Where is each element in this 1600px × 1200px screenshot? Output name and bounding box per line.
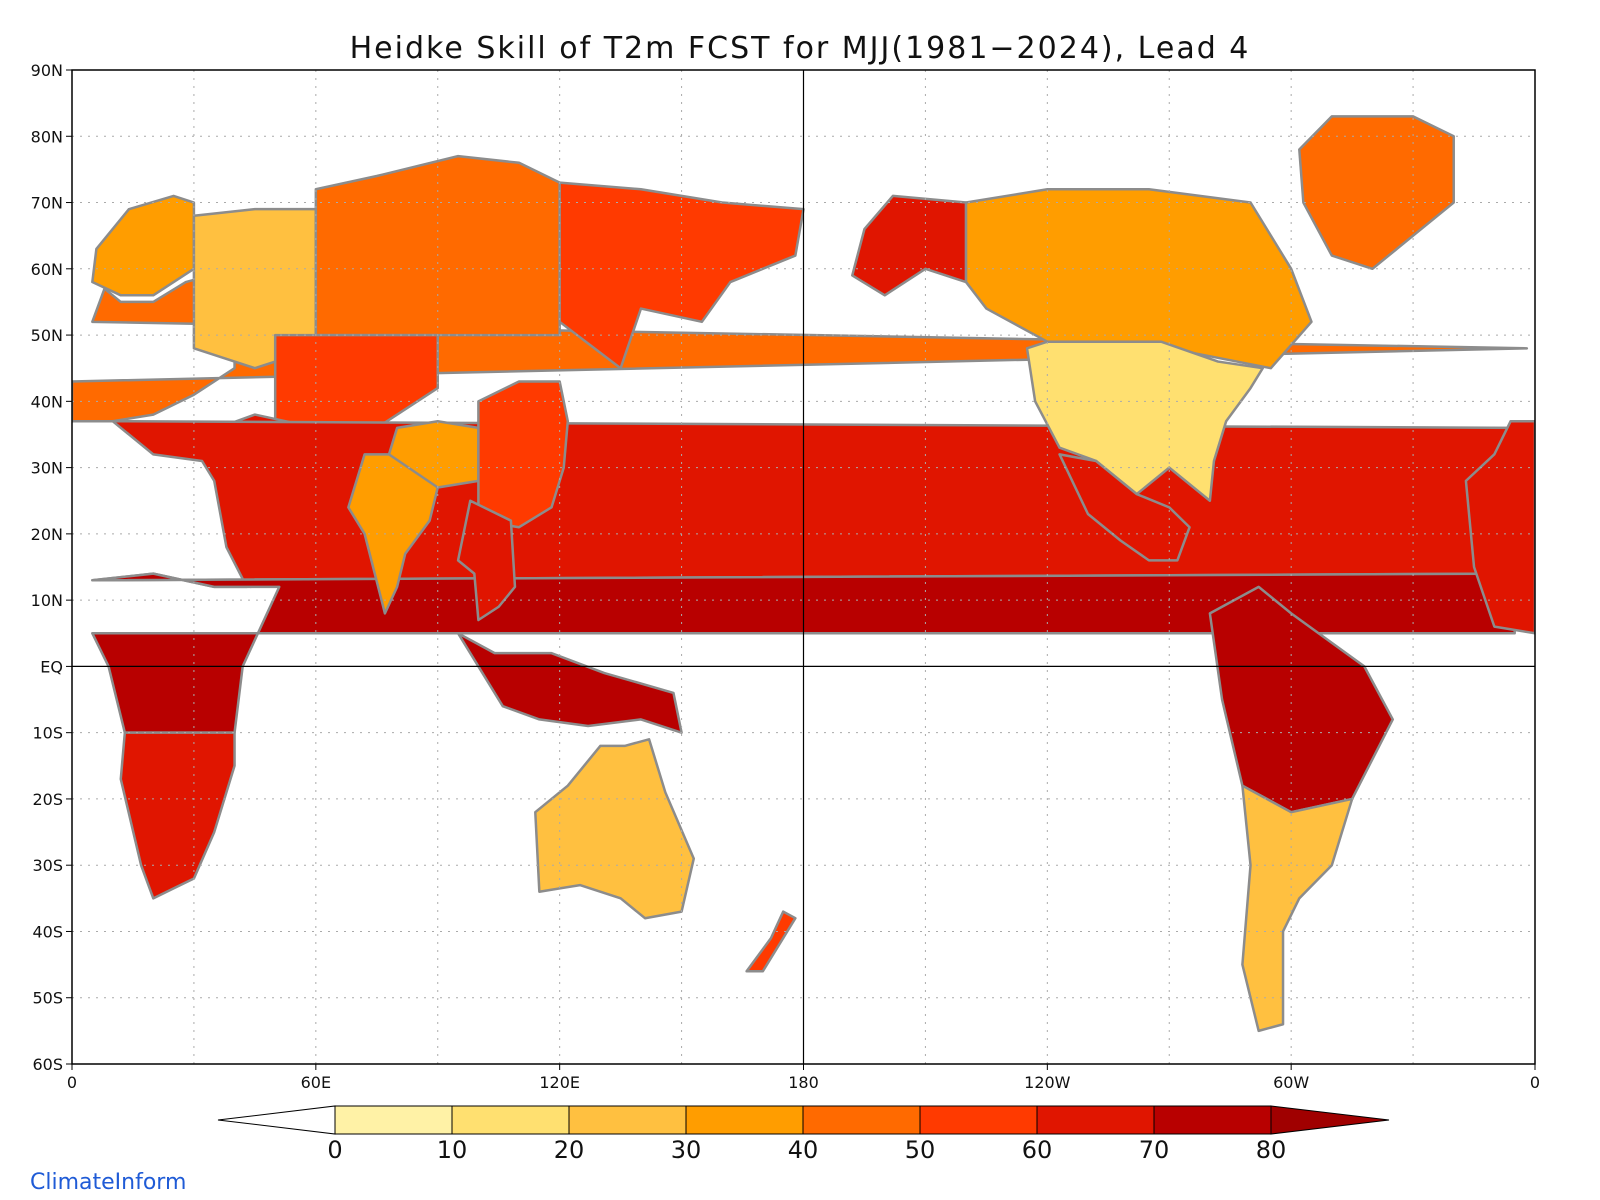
colorbar-level-label: 0	[327, 1136, 342, 1164]
lat-tick-label: 80N	[31, 127, 63, 146]
lat-tick-label: 30S	[32, 856, 63, 875]
colorbar: 0 10 20 30 40 50 60 70 80	[217, 1105, 1390, 1164]
lat-tick-label: 20S	[32, 790, 63, 809]
lon-tick-label: 0	[67, 1073, 77, 1092]
colorbar-segment	[802, 1105, 921, 1135]
colorbar-segment	[568, 1105, 687, 1135]
region-south-america-south	[1241, 784, 1354, 1033]
lat-tick-label: 70N	[31, 194, 63, 213]
colorbar-below-arrow	[217, 1105, 336, 1135]
colorbar-level-label: 80	[1256, 1136, 1287, 1164]
lat-tick-label: 50S	[32, 989, 63, 1008]
region-greenland	[1298, 115, 1455, 271]
region-mexico	[1058, 453, 1191, 562]
colorbar-segment	[334, 1105, 453, 1135]
region-southeast-asia	[456, 499, 517, 622]
lat-tick-label: 10N	[31, 591, 63, 610]
latitude-labels: 90N 80N 70N 60N 50N 40N 30N 20N 10N EQ 10S 20S 30S 40…	[31, 61, 72, 1074]
lat-tick-label: EQ	[40, 657, 63, 676]
region-scandinavia	[91, 194, 196, 297]
reference-lines-layer	[72, 70, 1535, 1064]
region-central-asia	[273, 333, 439, 430]
colorbar-level-label: 40	[788, 1136, 819, 1164]
colorbar-segment	[685, 1105, 804, 1135]
lon-tick-label: 120W	[1024, 1073, 1071, 1092]
region-south-america-north	[1208, 585, 1395, 814]
region-new-zealand	[745, 910, 797, 973]
colorbar-level-label: 30	[671, 1136, 702, 1164]
lon-tick-label: 180	[788, 1073, 819, 1092]
lat-tick-label: 20N	[31, 525, 63, 544]
colorbar-level-label: 50	[905, 1136, 936, 1164]
region-australia	[534, 738, 696, 920]
lat-tick-label: 40S	[32, 922, 63, 941]
colorbar-level-label: 10	[437, 1136, 468, 1164]
lat-tick-label: 30N	[31, 459, 63, 478]
lat-tick-label: 90N	[31, 61, 63, 80]
colorbar-level-label: 60	[1022, 1136, 1053, 1164]
region-indonesia	[456, 632, 683, 734]
lat-tick-label: 60S	[32, 1055, 63, 1074]
colorbar-above-arrow	[1270, 1105, 1390, 1135]
region-eastern-siberia	[558, 181, 805, 370]
region-canada	[964, 188, 1313, 370]
lon-tick-label: 0	[1530, 1073, 1540, 1092]
map-title: Heidke Skill of T2m FCST for MJJ(1981−20…	[350, 31, 1251, 66]
region-west-africa-edge	[1464, 419, 1535, 635]
lat-tick-label: 40N	[31, 392, 63, 411]
colorbar-segment	[919, 1105, 1038, 1135]
colorbar-level-label: 70	[1139, 1136, 1170, 1164]
lon-tick-label: 60W	[1273, 1073, 1309, 1092]
lat-tick-label: 10S	[32, 724, 63, 743]
colorbar-segment	[451, 1105, 570, 1135]
lat-tick-label: 60N	[31, 260, 63, 279]
colorbar-level-label: 20	[554, 1136, 585, 1164]
region-united-states	[1025, 340, 1264, 502]
colorbar-segment	[1036, 1105, 1155, 1135]
longitude-labels: 0 60E 120E 180 120W 60W 0	[67, 1064, 1540, 1092]
lat-tick-label: 50N	[31, 326, 63, 345]
graticule-layer	[72, 70, 1535, 1064]
region-southern-africa	[119, 731, 236, 900]
region-china	[477, 380, 570, 529]
lon-tick-label: 120E	[539, 1073, 580, 1092]
credit-label: ClimateInform	[30, 1170, 186, 1195]
region-siberia	[314, 154, 561, 337]
region-alaska	[851, 194, 968, 297]
lon-tick-label: 60E	[301, 1073, 331, 1092]
colorbar-segment	[1153, 1105, 1272, 1135]
